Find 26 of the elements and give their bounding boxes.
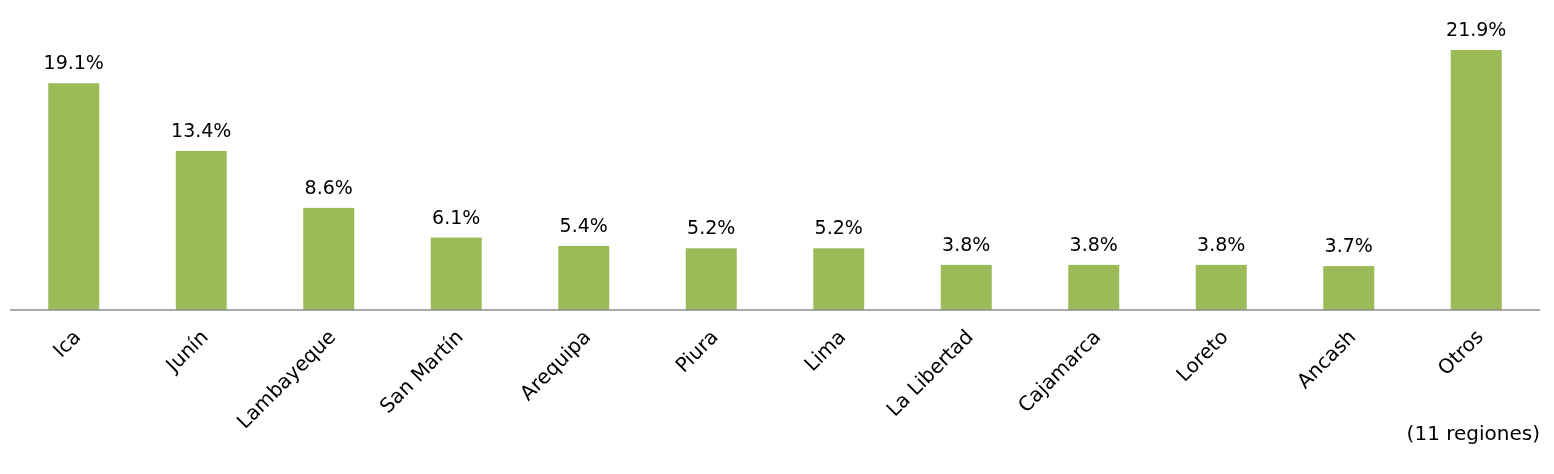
data-label: 5.2% — [687, 216, 736, 239]
data-label: 13.4% — [171, 118, 232, 141]
bar — [48, 83, 100, 310]
data-label: 21.9% — [1446, 18, 1507, 40]
bar — [1195, 264, 1247, 310]
data-label: 19.1% — [43, 51, 104, 74]
data-label: 6.1% — [432, 205, 481, 228]
data-label: 3.7% — [1324, 234, 1373, 257]
bar — [303, 207, 355, 310]
bar — [430, 237, 482, 310]
bar — [813, 248, 865, 310]
bar — [1068, 264, 1120, 310]
bar — [558, 245, 610, 310]
bar — [685, 248, 737, 310]
x-tick-label: Ica — [47, 324, 86, 363]
bar — [940, 264, 992, 310]
bar — [175, 150, 227, 310]
bar — [1450, 50, 1502, 310]
data-label: 5.2% — [814, 216, 863, 239]
data-label: 8.6% — [304, 175, 353, 198]
data-label: 3.8% — [1069, 232, 1118, 255]
bar — [1323, 266, 1375, 310]
data-label: 3.8% — [1197, 232, 1246, 255]
data-label: 3.8% — [942, 232, 991, 255]
text: (11 regiones) — [1406, 421, 1540, 445]
data-label: 5.4% — [559, 213, 608, 236]
